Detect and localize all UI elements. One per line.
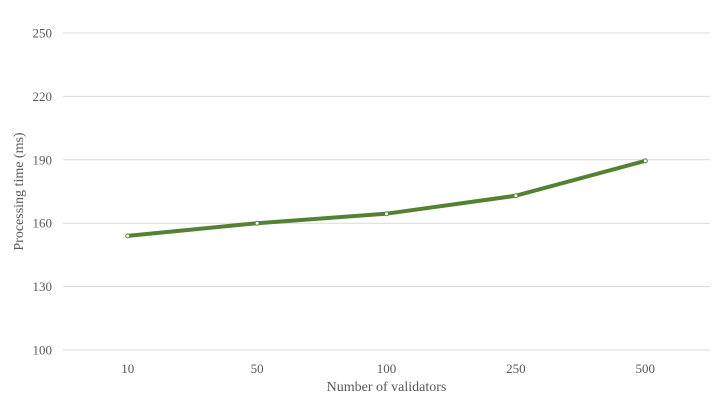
y-axis-tick-labels: 100 130 160 190 220 250 [33, 26, 53, 358]
series-line [125, 158, 648, 238]
y-tick-label: 250 [33, 26, 53, 41]
data-point [125, 233, 131, 239]
data-point [642, 158, 648, 164]
y-axis-title: Processing time (ms) [12, 132, 27, 251]
x-tick-label: 250 [506, 361, 526, 376]
series [125, 158, 648, 239]
y-tick-label: 100 [33, 343, 53, 358]
x-tick-label: 100 [377, 361, 397, 376]
y-tick-label: 130 [33, 279, 53, 294]
data-point [384, 211, 389, 217]
x-tick-label: 500 [636, 361, 656, 376]
gridlines [63, 32, 710, 351]
x-tick-label: 10 [121, 361, 134, 376]
y-tick-label: 160 [33, 216, 53, 231]
y-tick-label: 190 [33, 152, 53, 167]
data-point [513, 193, 519, 199]
x-axis-title: Number of validators [327, 380, 447, 395]
x-axis-tick-labels: 10 50 100 250 500 [121, 361, 655, 376]
x-tick-label: 50 [251, 361, 264, 376]
y-tick-label: 220 [33, 89, 53, 104]
data-point [254, 220, 260, 226]
